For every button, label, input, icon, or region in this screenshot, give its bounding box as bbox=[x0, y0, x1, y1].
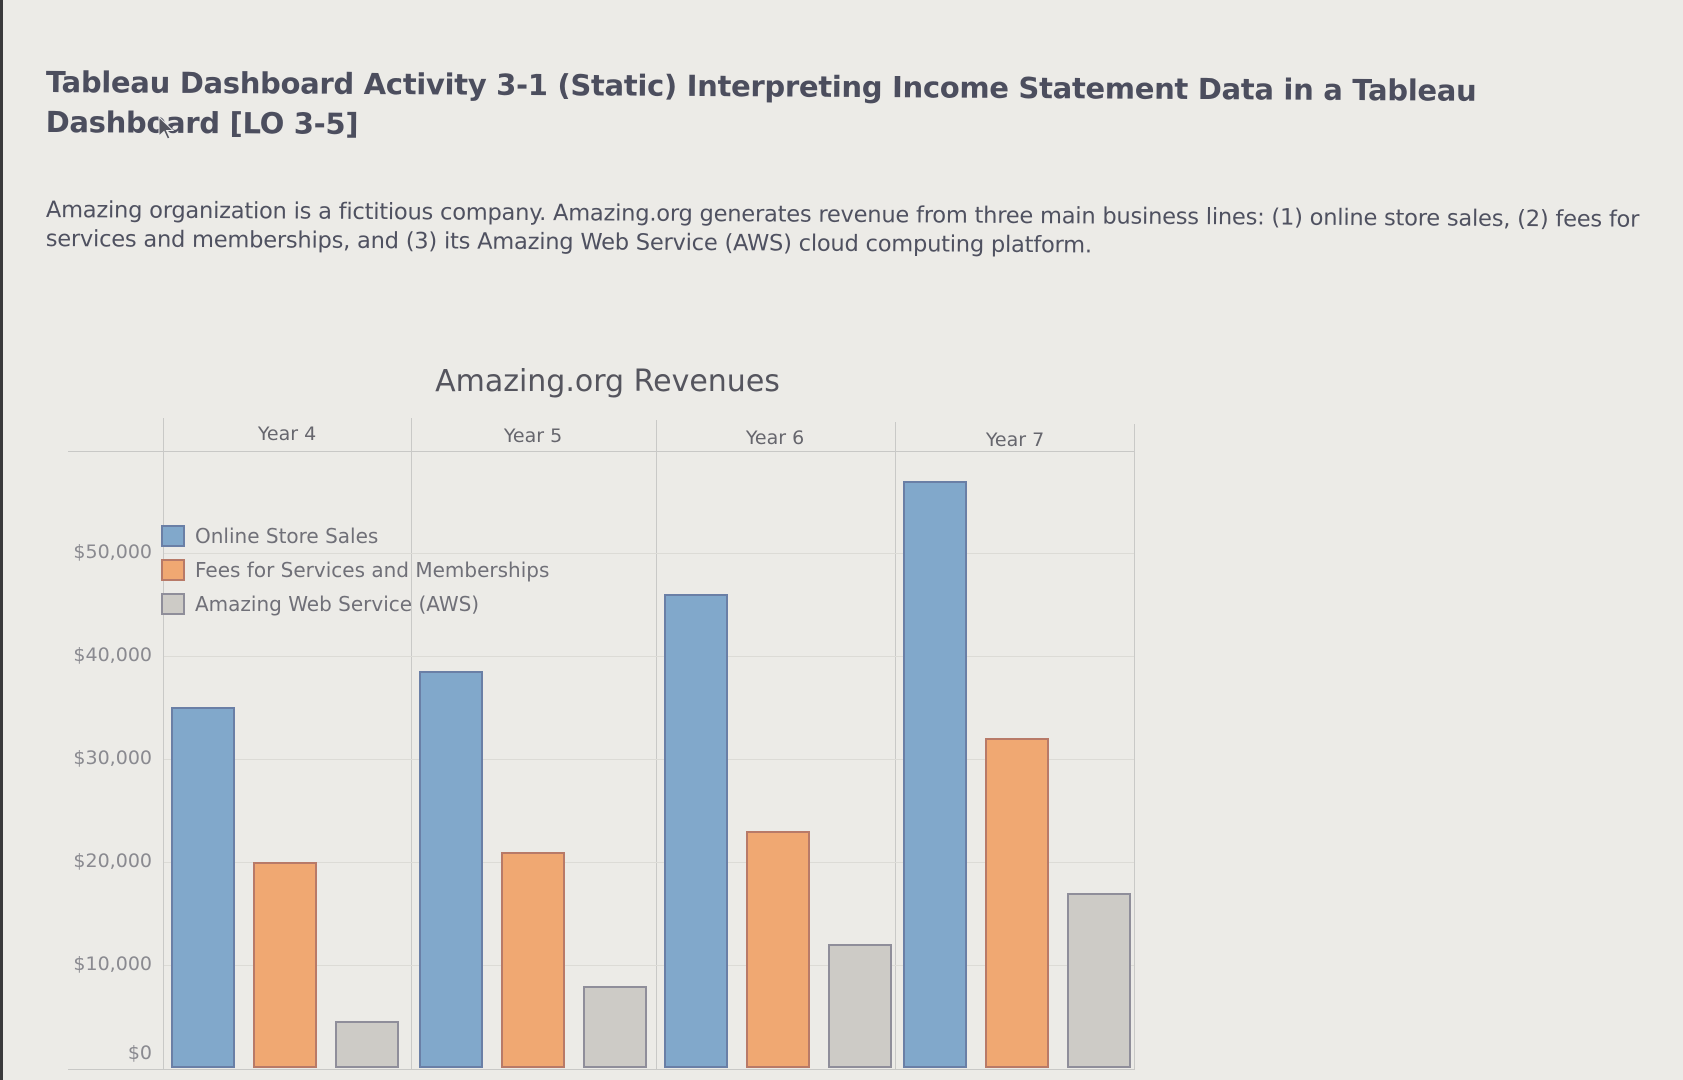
bar-online-store-sales[interactable] bbox=[903, 481, 967, 1068]
screen-edge bbox=[0, 0, 3, 1080]
panel-divider bbox=[163, 418, 164, 1069]
y-tick-label: $30,000 bbox=[73, 747, 152, 769]
bar-online-store-sales[interactable] bbox=[171, 707, 235, 1068]
panel-divider bbox=[656, 420, 657, 1069]
mouse-cursor-icon bbox=[158, 116, 175, 140]
legend-swatch-fees bbox=[161, 559, 185, 581]
bar-aws[interactable] bbox=[828, 944, 892, 1068]
bar-aws[interactable] bbox=[335, 1021, 399, 1068]
bar-fees-services-memberships[interactable] bbox=[985, 738, 1049, 1068]
legend-label: Online Store Sales bbox=[195, 524, 379, 548]
gridline bbox=[164, 553, 1134, 554]
legend-item-aws[interactable]: Amazing Web Service (AWS) bbox=[161, 592, 479, 616]
chart-title: Amazing.org Revenues bbox=[435, 364, 780, 399]
y-tick-label: $40,000 bbox=[73, 644, 152, 666]
bar-aws[interactable] bbox=[583, 986, 647, 1068]
gridline bbox=[164, 656, 1134, 657]
bar-online-store-sales[interactable] bbox=[664, 594, 728, 1068]
gridline bbox=[164, 965, 1134, 966]
gridline bbox=[164, 862, 1134, 863]
panel-divider bbox=[895, 422, 896, 1069]
gridline bbox=[164, 759, 1134, 760]
bar-fees-services-memberships[interactable] bbox=[253, 862, 317, 1068]
legend-swatch-aws bbox=[161, 593, 185, 615]
bar-fees-services-memberships[interactable] bbox=[501, 852, 565, 1068]
header-divider bbox=[68, 451, 1135, 452]
year-header: Year 4 bbox=[257, 423, 317, 445]
legend-label: Amazing Web Service (AWS) bbox=[195, 592, 480, 616]
year-header: Year 6 bbox=[745, 427, 805, 449]
panel-divider bbox=[411, 418, 412, 1069]
legend-item-online-store-sales[interactable]: Online Store Sales bbox=[161, 524, 378, 548]
x-axis-line bbox=[68, 1069, 1135, 1070]
legend-label: Fees for Services and Memberships bbox=[195, 558, 550, 582]
panel-divider bbox=[1134, 424, 1135, 1069]
legend-item-fees[interactable]: Fees for Services and Memberships bbox=[161, 558, 549, 582]
year-header: Year 5 bbox=[503, 425, 563, 447]
bar-fees-services-memberships[interactable] bbox=[746, 831, 810, 1068]
legend-swatch-online bbox=[161, 525, 185, 547]
bar-aws[interactable] bbox=[1067, 893, 1131, 1068]
y-tick-label: $10,000 bbox=[73, 953, 152, 975]
y-tick-label: $50,000 bbox=[73, 541, 152, 563]
bar-online-store-sales[interactable] bbox=[419, 671, 483, 1068]
y-tick-label: $20,000 bbox=[73, 850, 152, 872]
y-tick-label: $0 bbox=[127, 1042, 152, 1064]
year-header: Year 7 bbox=[985, 429, 1045, 451]
